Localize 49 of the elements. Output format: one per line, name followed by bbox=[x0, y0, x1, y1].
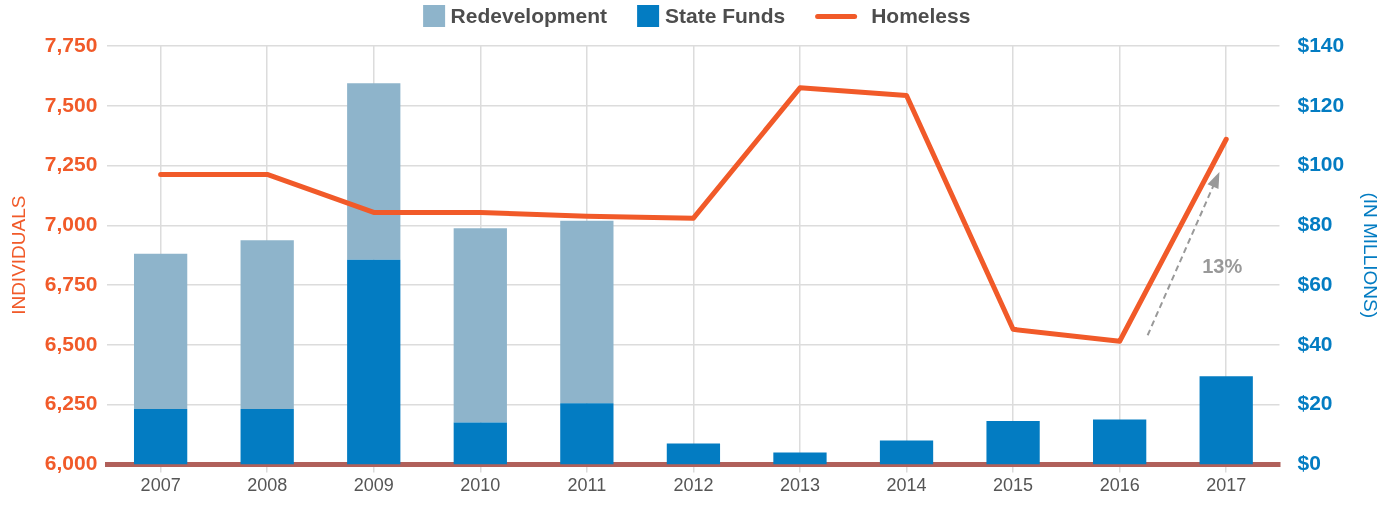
y-tick-label: 6,250 bbox=[44, 391, 98, 415]
x-tick-label: 2016 bbox=[1099, 475, 1140, 496]
bar bbox=[1093, 419, 1147, 465]
legend-label: Homeless bbox=[871, 4, 971, 28]
y2-tick-label: $100 bbox=[1297, 152, 1345, 176]
y-tick-label: 7,750 bbox=[44, 32, 98, 56]
bar bbox=[453, 422, 507, 465]
x-tick-label: 2012 bbox=[673, 475, 714, 496]
y2-tick-label: $40 bbox=[1297, 331, 1333, 355]
x-tick-label: 2008 bbox=[247, 475, 288, 496]
bar bbox=[773, 452, 827, 465]
bar bbox=[453, 228, 507, 423]
bar bbox=[133, 409, 188, 465]
bar bbox=[240, 240, 294, 410]
y-tick-label: 6,750 bbox=[44, 271, 98, 295]
x-tick-label: 2010 bbox=[460, 475, 501, 496]
legend-label: State Funds bbox=[664, 4, 786, 28]
y2-tick-label: $120 bbox=[1297, 92, 1345, 116]
y-tick-label: 7,250 bbox=[44, 152, 98, 176]
x-tick-label: 2017 bbox=[1206, 475, 1247, 496]
y2-tick-label: $80 bbox=[1297, 212, 1333, 236]
bar bbox=[347, 259, 401, 465]
bar bbox=[986, 421, 1040, 465]
x-tick-label: 2013 bbox=[779, 475, 820, 496]
bar bbox=[879, 440, 934, 465]
annotation: 13% bbox=[1202, 254, 1243, 277]
y-tick-label: 7,000 bbox=[44, 212, 98, 236]
x-tick-label: 2014 bbox=[886, 475, 927, 496]
bar bbox=[133, 253, 188, 410]
bar bbox=[240, 409, 294, 465]
y2-tick-label: $0 bbox=[1297, 451, 1321, 475]
y-tick-label: 7,500 bbox=[44, 92, 98, 116]
x-tick-label: 2011 bbox=[567, 475, 607, 496]
bar bbox=[560, 220, 614, 404]
legend-label: Redevelopment bbox=[450, 4, 607, 28]
y-tick-label: 6,500 bbox=[44, 331, 98, 355]
bar bbox=[1199, 376, 1253, 465]
y2-tick-label: $60 bbox=[1297, 271, 1333, 295]
y-tick-label: 6,000 bbox=[44, 451, 98, 475]
y-axis-title: INDIVIDUALS bbox=[7, 195, 29, 315]
bar bbox=[560, 403, 614, 465]
x-tick-label: 2009 bbox=[353, 475, 394, 496]
y2-tick-label: $140 bbox=[1297, 32, 1345, 56]
y2-tick-label: $20 bbox=[1297, 391, 1333, 415]
x-tick-label: 2007 bbox=[140, 475, 181, 496]
bar bbox=[347, 83, 401, 260]
y2-axis-title: (IN MILLIONS) bbox=[1360, 192, 1382, 319]
bar bbox=[666, 443, 721, 465]
x-tick-label: 2015 bbox=[993, 475, 1034, 496]
